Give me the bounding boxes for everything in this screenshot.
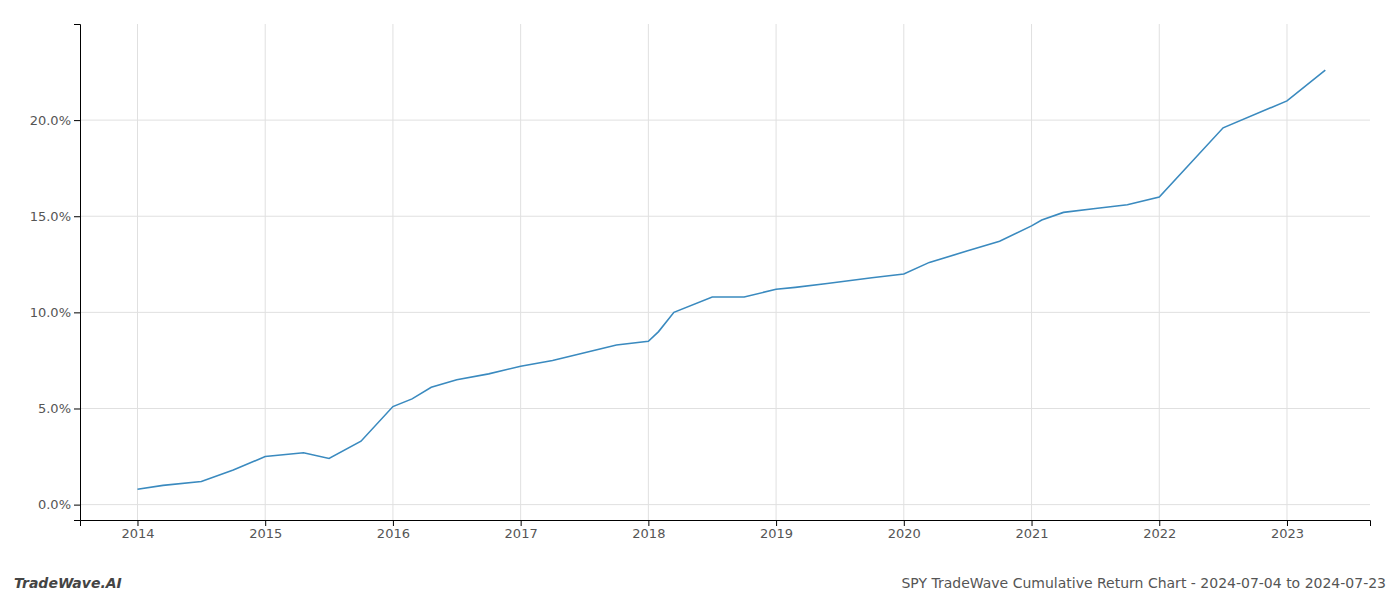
tick: 2020 [888,520,921,541]
tick-mark [1159,520,1160,526]
grid-line [903,24,904,520]
tick: 2018 [632,520,665,541]
grid-line [80,312,1370,313]
tick-mark [74,312,80,313]
title: SPY TradeWave Cumulative Return Chart - … [901,575,1386,591]
marks [137,70,1325,489]
tick: 5.0% [38,401,80,416]
grid-line [520,24,521,520]
x-axis: 2014 2015 2016 2017 2018 2019 2020 2021 2022 2023 [81,520,1371,541]
tick: 2017 [505,520,538,541]
grid-line [1286,24,1287,520]
tick: 2022 [1143,520,1176,541]
tick-mark [776,520,777,526]
tick-label: 2016 [377,526,410,541]
grid [80,24,1370,520]
tick: 2021 [1015,520,1048,541]
tick: 0.0% [38,497,80,512]
grid-line [80,216,1370,217]
watermark: TradeWave.AI [14,575,122,591]
grid-line [1159,24,1160,520]
tick-label: 2014 [121,526,154,541]
y-axis: 0.0% 5.0% 10.0% 15.0% 20.0% [30,25,81,521]
tick-mark [74,505,80,506]
tick-label: 2023 [1271,526,1304,541]
grid-line [137,24,138,520]
tick-mark [1032,520,1033,526]
tick: 2023 [1271,520,1304,541]
tick-label: 2021 [1015,526,1048,541]
axis-line [74,25,81,521]
tick: 2019 [760,520,793,541]
grid-line [80,120,1370,121]
tick-label: 20.0% [30,113,71,128]
tick-mark [265,520,266,526]
tick: 2015 [249,520,282,541]
tick-label: 10.0% [30,305,71,320]
tick-label: 0.0% [38,497,71,512]
tick-mark [648,520,649,526]
grid-line [80,504,1370,505]
tick: 15.0% [30,209,80,224]
tick-label: 2019 [760,526,793,541]
tick-label: 2015 [249,526,282,541]
grid-line [648,24,649,520]
grid-line [776,24,777,520]
tick-label: 2020 [888,526,921,541]
tick-mark [904,520,905,526]
tick-mark [74,216,80,217]
tick-label: 5.0% [38,401,71,416]
grid-line [80,408,1370,409]
tick-label: 2018 [632,526,665,541]
grid-line [1031,24,1032,520]
tick-label: 15.0% [30,209,71,224]
tick: 20.0% [30,113,80,128]
tick-label: 2022 [1143,526,1176,541]
tick-mark [137,520,138,526]
tick-mark [1287,520,1288,526]
grid-line [392,24,393,520]
grid-line [265,24,266,520]
tick-mark [393,520,394,526]
tick: 2014 [121,520,154,541]
tick-mark [521,520,522,526]
line [137,70,1325,489]
chart: 2014 2015 2016 2017 2018 2019 2020 2021 2022 2023… [0,0,1400,600]
tick-mark [74,408,80,409]
tick: 2016 [377,520,410,541]
axis-line [81,521,1371,527]
tick-mark [74,120,80,121]
tick: 10.0% [30,305,80,320]
plot: 2014 2015 2016 2017 2018 2019 2020 2021 2022 2023… [30,24,1371,541]
tick-label: 2017 [505,526,538,541]
